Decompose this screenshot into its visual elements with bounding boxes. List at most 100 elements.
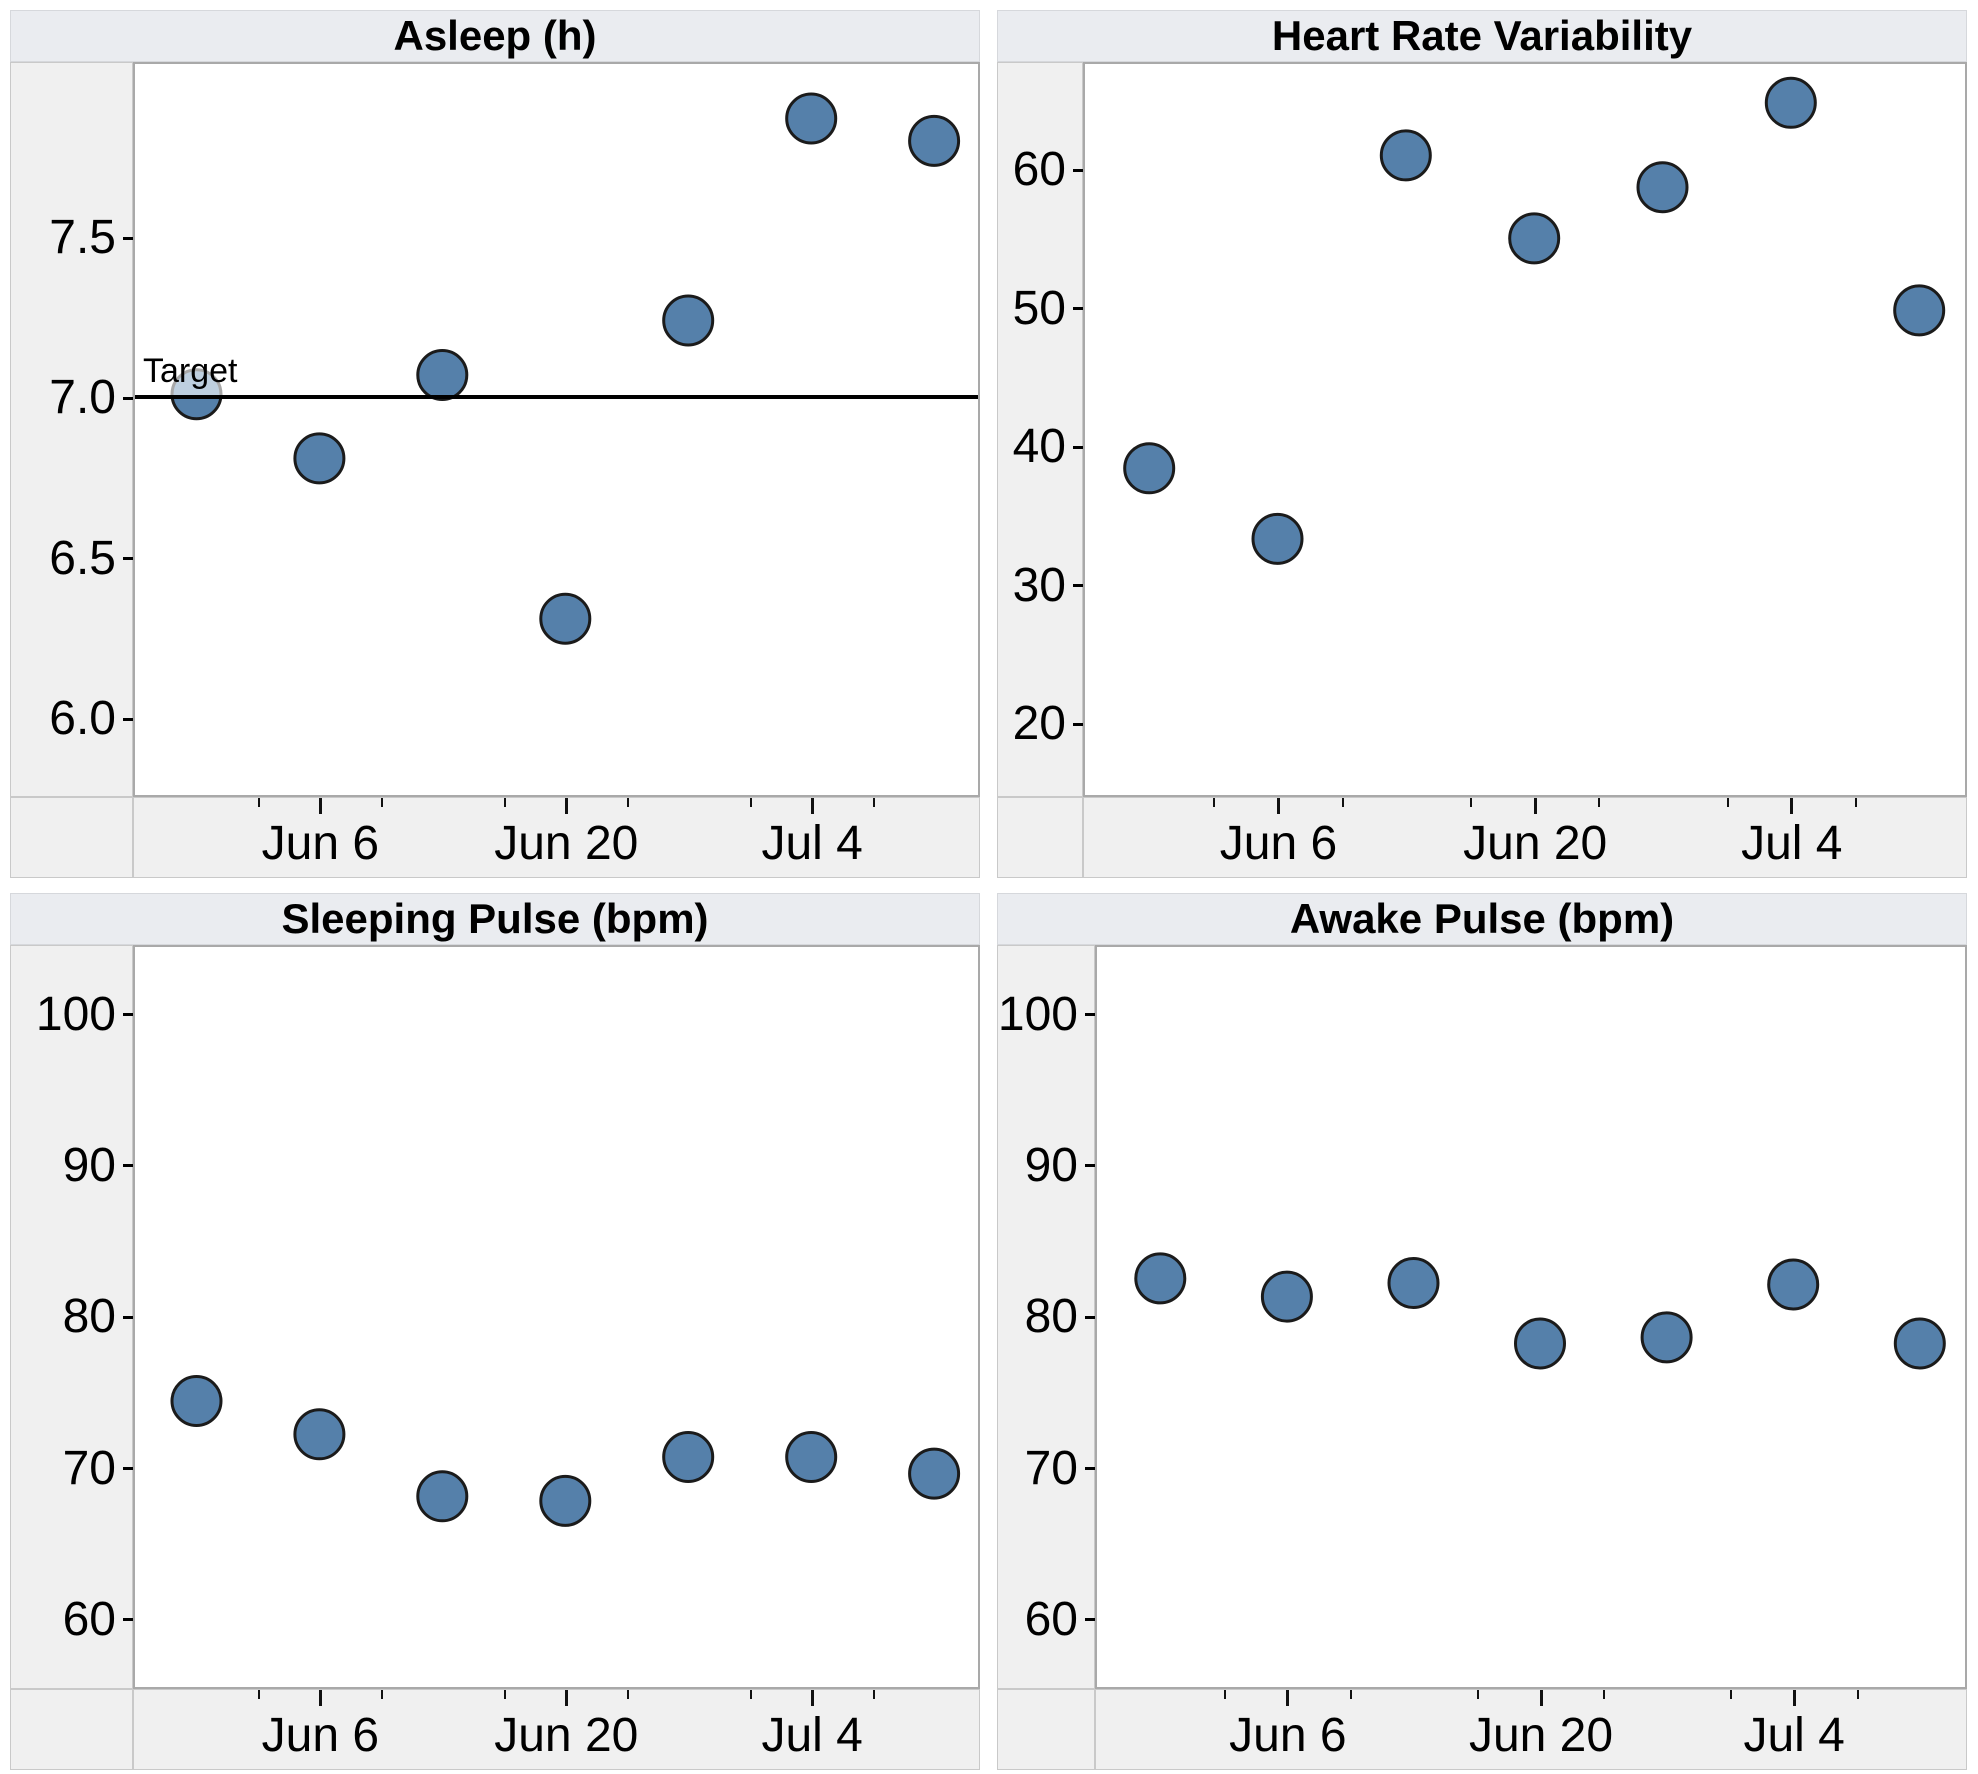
x-tick-label: Jul 4 bbox=[761, 1709, 863, 1762]
y-tick-label: 7.5 bbox=[49, 211, 116, 265]
x-tick-minor bbox=[503, 798, 506, 807]
x-tick-minor bbox=[1598, 798, 1601, 807]
x-tick-major bbox=[564, 1690, 568, 1706]
x-tick-minor bbox=[257, 1690, 260, 1699]
y-tick-mark bbox=[123, 396, 133, 400]
target-reference-line[interactable] bbox=[135, 395, 978, 400]
x-axis-cell[interactable]: Jun 6 Jun 20 Jul 4 bbox=[133, 1689, 980, 1770]
x-tick-minor bbox=[749, 1690, 752, 1699]
x-tick-label: Jun 6 bbox=[1219, 817, 1338, 870]
y-tick-mark bbox=[1085, 1618, 1095, 1622]
chart-title: Sleeping Pulse (bpm) bbox=[281, 895, 709, 942]
panel-awake-pulse: Awake Pulse (bpm) 60 70 80 90 100 Jun 6 Jun 2… bbox=[997, 893, 1967, 1770]
data-point[interactable] bbox=[416, 349, 469, 401]
x-tick-minor bbox=[1726, 798, 1729, 807]
y-tick-mark bbox=[123, 1164, 133, 1168]
x-axis-cell[interactable]: Jun 6 Jun 20 Jul 4 bbox=[133, 797, 980, 878]
data-point[interactable] bbox=[1134, 1252, 1187, 1305]
data-point[interactable] bbox=[662, 294, 715, 347]
data-point[interactable] bbox=[539, 1474, 592, 1527]
data-point[interactable] bbox=[293, 1408, 346, 1461]
x-tick-minor bbox=[1223, 1690, 1226, 1699]
y-axis-cell[interactable]: 6.0 6.5 7.0 7.5 bbox=[10, 62, 133, 797]
y-tick-label: 20 bbox=[1012, 697, 1066, 750]
data-point[interactable] bbox=[1260, 1270, 1313, 1323]
data-point[interactable] bbox=[1508, 212, 1561, 265]
x-tick-major bbox=[318, 1690, 322, 1706]
y-axis-cell[interactable]: 60 70 80 90 100 bbox=[10, 945, 133, 1689]
x-tick-label: Jun 20 bbox=[1468, 1709, 1614, 1762]
panel-sleeping-pulse: Sleeping Pulse (bpm) 60 70 80 90 100 Jun 6 Ju… bbox=[10, 893, 980, 1770]
x-tick-minor bbox=[626, 1690, 629, 1699]
x-tick-label: Jun 6 bbox=[261, 1709, 380, 1762]
y-tick-mark bbox=[1085, 1164, 1095, 1168]
x-tick-minor bbox=[1856, 1690, 1859, 1699]
y-tick-mark bbox=[1085, 1315, 1095, 1319]
data-point[interactable] bbox=[293, 432, 346, 485]
data-point[interactable] bbox=[1123, 442, 1176, 495]
data-point[interactable] bbox=[1764, 76, 1817, 129]
data-point[interactable] bbox=[416, 1470, 469, 1523]
y-tick-mark bbox=[123, 1618, 133, 1622]
data-point[interactable] bbox=[785, 92, 838, 145]
y-tick-mark bbox=[123, 1467, 133, 1471]
x-tick-major bbox=[1790, 798, 1794, 814]
x-tick-label: Jul 4 bbox=[1743, 1709, 1845, 1762]
y-tick-label: 6.0 bbox=[49, 692, 116, 746]
y-tick-label: 7.0 bbox=[49, 371, 116, 425]
y-axis-cell[interactable]: 60 70 80 90 100 bbox=[997, 945, 1095, 1689]
y-tick-mark bbox=[123, 1315, 133, 1319]
axis-corner-cell bbox=[997, 797, 1083, 878]
data-point[interactable] bbox=[1640, 1311, 1693, 1364]
y-tick-label: 90 bbox=[62, 1138, 116, 1192]
plot-area[interactable] bbox=[133, 945, 980, 1689]
plot-area[interactable] bbox=[1083, 62, 1967, 797]
data-point[interactable] bbox=[1636, 161, 1689, 214]
y-tick-label: 70 bbox=[1024, 1441, 1078, 1495]
plot-area[interactable] bbox=[1095, 945, 1967, 1689]
plot-area[interactable]: Target bbox=[133, 62, 980, 797]
panel-title-bar: Asleep (h) bbox=[10, 10, 980, 62]
data-point[interactable] bbox=[1514, 1317, 1566, 1370]
data-point[interactable] bbox=[1379, 129, 1432, 182]
x-tick-minor bbox=[872, 798, 875, 807]
data-point[interactable] bbox=[908, 1447, 961, 1500]
x-axis-cell[interactable]: Jun 6 Jun 20 Jul 4 bbox=[1095, 1689, 1967, 1770]
panel-title-bar: Awake Pulse (bpm) bbox=[997, 893, 1967, 945]
x-tick-major bbox=[1539, 1690, 1543, 1706]
data-point[interactable] bbox=[170, 1375, 223, 1427]
data-point[interactable] bbox=[662, 1431, 715, 1483]
x-tick-major bbox=[810, 798, 814, 814]
data-point[interactable] bbox=[908, 114, 961, 167]
y-tick-mark bbox=[123, 717, 133, 721]
data-point[interactable] bbox=[1893, 1317, 1946, 1370]
data-point[interactable] bbox=[1387, 1257, 1440, 1309]
data-point[interactable] bbox=[539, 592, 592, 645]
y-tick-mark bbox=[1073, 168, 1083, 172]
data-point[interactable] bbox=[1893, 284, 1946, 337]
x-tick-minor bbox=[1470, 798, 1472, 807]
y-axis-cell[interactable]: 20 30 40 50 60 bbox=[997, 62, 1083, 797]
chart-title: Awake Pulse (bpm) bbox=[1289, 895, 1675, 942]
x-tick-minor bbox=[1350, 1690, 1353, 1699]
y-tick-mark bbox=[1085, 1013, 1095, 1017]
x-tick-minor bbox=[1729, 1690, 1732, 1699]
x-tick-label: Jun 20 bbox=[494, 817, 639, 870]
x-tick-minor bbox=[1855, 798, 1857, 807]
x-tick-label: Jun 6 bbox=[1229, 1709, 1347, 1762]
data-point[interactable] bbox=[785, 1431, 838, 1483]
x-tick-major bbox=[1792, 1690, 1796, 1706]
x-axis-cell[interactable]: Jun 6 Jun 20 Jul 4 bbox=[1083, 797, 1967, 878]
y-tick-label: 60 bbox=[1024, 1592, 1078, 1646]
x-tick-major bbox=[564, 798, 568, 814]
data-point[interactable] bbox=[1767, 1258, 1820, 1311]
x-tick-minor bbox=[257, 798, 260, 807]
x-tick-major bbox=[318, 798, 322, 814]
data-point[interactable] bbox=[1251, 512, 1304, 565]
x-tick-minor bbox=[380, 798, 383, 807]
y-tick-mark bbox=[1073, 722, 1083, 726]
x-tick-minor bbox=[626, 798, 629, 807]
x-tick-label: Jun 6 bbox=[261, 817, 380, 870]
y-tick-mark bbox=[1073, 584, 1083, 588]
